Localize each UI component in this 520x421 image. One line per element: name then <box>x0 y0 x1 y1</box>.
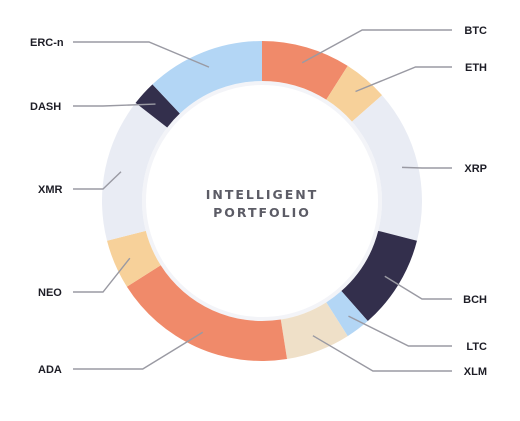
slice-xrp <box>352 95 422 241</box>
leader-eth <box>355 66 452 93</box>
leader-xlm <box>312 335 452 372</box>
label-btc: BTC <box>464 25 487 37</box>
leader-xrp <box>401 166 452 169</box>
inner-ring-shadow <box>142 81 382 321</box>
label-ada: ADA <box>38 364 62 376</box>
label-bch: BCH <box>463 294 487 306</box>
label-xmr: XMR <box>38 184 63 196</box>
label-dash: DASH <box>30 101 61 113</box>
slice-neo <box>107 230 161 287</box>
label-ltc: LTC <box>466 341 487 353</box>
slice-xlm <box>280 302 348 360</box>
leader-ada <box>73 331 204 370</box>
leader-erc-n <box>73 41 210 68</box>
label-xlm: XLM <box>464 366 487 378</box>
leader-neo <box>73 257 131 293</box>
leader-xmr <box>73 171 122 190</box>
leader-btc <box>301 29 452 64</box>
center-title-line-1: INTELLIGENT <box>206 187 319 202</box>
slice-labels: BTC ETH XRP BCH LTC XLM ADA NEO XMR DASH ERC-n <box>30 25 487 378</box>
slice-xmr <box>102 102 168 241</box>
leader-lines <box>73 29 452 372</box>
label-eth: ETH <box>465 62 487 74</box>
slice-ada <box>126 265 288 361</box>
slice-dash <box>135 84 180 128</box>
leader-ltc <box>348 315 452 347</box>
leader-bch <box>384 275 452 300</box>
slice-erc-n <box>152 41 262 114</box>
label-erc-n: ERC-n <box>30 37 64 49</box>
slice-ltc <box>326 291 368 337</box>
slice-bch <box>341 230 417 322</box>
label-xrp: XRP <box>464 163 487 175</box>
center-title-line-2: PORTFOLIO <box>213 205 311 220</box>
slice-btc <box>262 41 348 100</box>
slice-eth <box>326 65 383 122</box>
leader-dash <box>73 103 156 107</box>
label-neo: NEO <box>38 287 62 299</box>
donut-slices <box>102 41 422 361</box>
